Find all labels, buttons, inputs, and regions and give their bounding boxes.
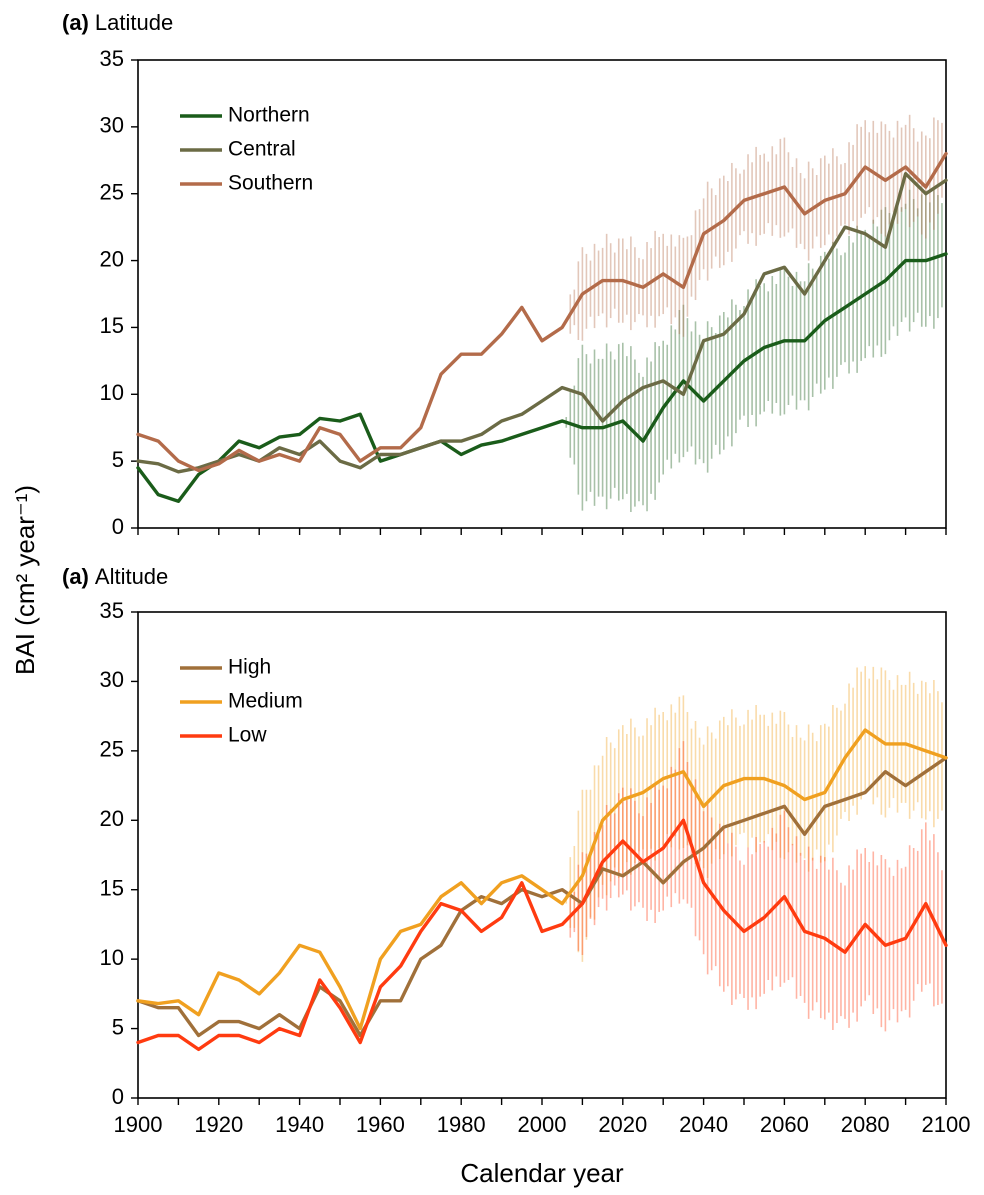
altitude-x-tick-label: 1900 [114, 1112, 163, 1137]
latitude-y-tick-label: 30 [100, 113, 124, 138]
altitude-error-bars [565, 666, 943, 1032]
altitude-panel-title: (a) Altitude [62, 564, 168, 589]
latitude-legend-label-southern: Southern [228, 172, 313, 195]
latitude-panel-name: Latitude [95, 10, 173, 35]
altitude-y-tick-label: 35 [100, 598, 124, 623]
altitude-legend-label-medium: Medium [228, 690, 303, 713]
altitude-y-tick-label: 0 [112, 1084, 124, 1109]
altitude-x-tick-label: 1980 [437, 1112, 486, 1137]
altitude-legend: High Medium Low [180, 656, 303, 747]
latitude-panel-letter: (a) [62, 10, 89, 35]
latitude-error-bars [565, 114, 943, 512]
altitude-legend-label-low: Low [228, 724, 267, 747]
altitude-x-tick-label: 2020 [598, 1112, 647, 1137]
altitude-legend-label-high: High [228, 656, 271, 679]
latitude-y-tick-label: 0 [112, 514, 124, 539]
altitude-y-tick-label: 30 [100, 667, 124, 692]
altitude-series-lines [136, 728, 948, 1052]
altitude-x-tick-label: 2100 [922, 1112, 971, 1137]
latitude-legend-label-northern: Northern [228, 104, 310, 127]
latitude-y-tick-label: 20 [100, 246, 124, 271]
latitude-series-line-central [136, 171, 948, 474]
latitude-legend: Northern Central Southern [180, 104, 313, 195]
latitude-y-tick-label: 5 [112, 447, 124, 472]
altitude-ticks: 0 5 10 15 20 25 30 35 1900 1920 1940 1960 1980 2000 20… [100, 598, 971, 1137]
latitude-legend-label-central: Central [228, 138, 296, 161]
latitude-series-line-northern [136, 252, 948, 503]
altitude-series-line-low [136, 818, 948, 1052]
altitude-series-line-high [136, 756, 948, 1038]
altitude-series-line-medium [136, 728, 948, 1031]
altitude-y-tick-label: 25 [100, 737, 124, 762]
altitude-x-tick-label: 2000 [518, 1112, 567, 1137]
altitude-y-tick-label: 10 [100, 945, 124, 970]
latitude-y-tick-label: 35 [100, 46, 124, 71]
latitude-y-tick-label: 10 [100, 380, 124, 405]
altitude-y-tick-label: 20 [100, 806, 124, 831]
altitude-x-tick-label: 2080 [841, 1112, 890, 1137]
altitude-x-tick-label: 2060 [760, 1112, 809, 1137]
y-axis-label: BAI (cm² year⁻¹) [10, 485, 40, 675]
latitude-y-tick-label: 15 [100, 313, 124, 338]
altitude-panel-letter: (a) [62, 564, 89, 589]
latitude-y-tick-label: 25 [100, 180, 124, 205]
altitude-panel-name: Altitude [95, 564, 168, 589]
altitude-x-tick-label: 1920 [194, 1112, 243, 1137]
altitude-x-tick-label: 1960 [356, 1112, 405, 1137]
latitude-series-lines [136, 151, 948, 503]
altitude-panel: (a) Altitude 0 5 10 15 20 25 30 35 1900 1920 1940 19… [62, 564, 970, 1137]
altitude-x-tick-label: 1940 [275, 1112, 324, 1137]
x-axis-label: Calendar year [460, 1158, 624, 1188]
altitude-y-tick-label: 5 [112, 1014, 124, 1039]
latitude-series-line-southern [136, 151, 948, 473]
latitude-panel: (a) Latitude 0 5 10 15 20 25 30 35 Northern Centr… [62, 10, 948, 539]
altitude-x-tick-label: 2040 [679, 1112, 728, 1137]
latitude-panel-title: (a) Latitude [62, 10, 173, 35]
latitude-ticks: 0 5 10 15 20 25 30 35 [100, 46, 947, 539]
altitude-y-tick-label: 15 [100, 876, 124, 901]
